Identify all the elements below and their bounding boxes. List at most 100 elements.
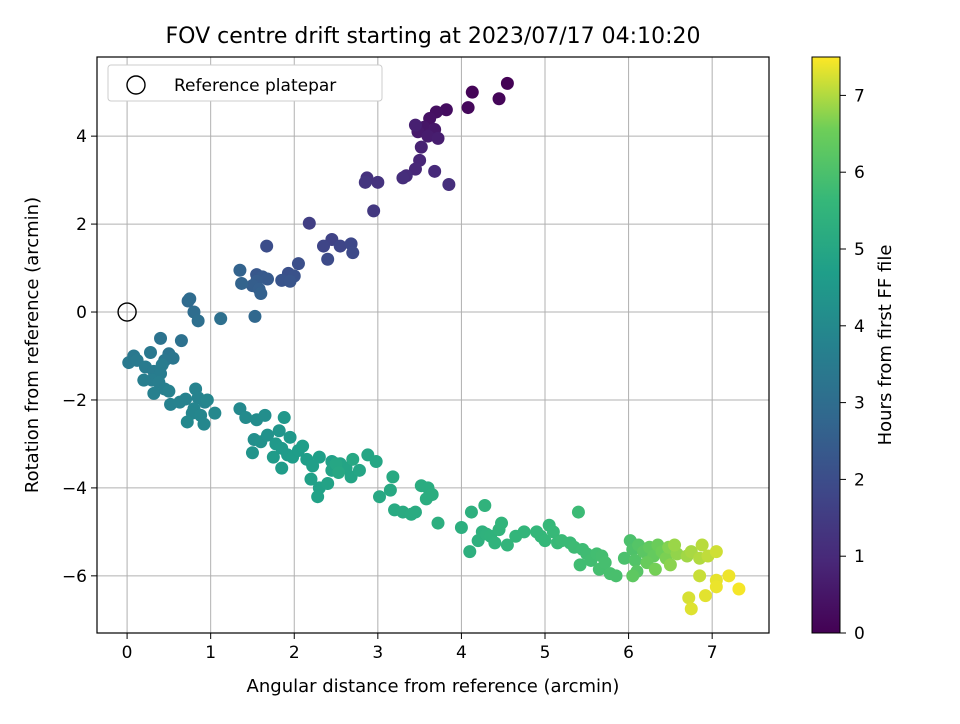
data-point [431, 516, 445, 530]
legend-marker [126, 75, 146, 95]
x-tick-label: 6 [623, 643, 634, 663]
data-point [682, 591, 696, 605]
colorbar-gradient [811, 56, 841, 634]
y-tick-label: 4 [76, 127, 87, 147]
data-point [628, 553, 642, 567]
chart-title: FOV centre drift starting at 2023/07/17 … [166, 24, 701, 49]
data-point [408, 118, 422, 132]
data-point [291, 257, 305, 271]
data-point [663, 558, 677, 572]
data-point [465, 85, 479, 99]
data-point [698, 589, 712, 603]
data-point [200, 393, 214, 407]
data-point [258, 408, 272, 422]
colorbar-tick-label: 6 [854, 163, 865, 183]
data-point [722, 569, 736, 583]
data-point [346, 452, 360, 466]
x-tick-label: 3 [372, 643, 383, 663]
data-point [463, 545, 477, 559]
data-point [648, 562, 662, 576]
data-point [321, 252, 335, 266]
data-point [302, 216, 316, 230]
reference-point-marker [117, 302, 137, 322]
data-point [684, 602, 698, 616]
data-point [248, 309, 262, 323]
data-point [261, 428, 275, 442]
data-point [573, 558, 587, 572]
colorbar-tick-label: 5 [854, 240, 865, 260]
y-axis-label: Rotation from reference (arcmin) [22, 197, 43, 493]
data-point [693, 569, 707, 583]
data-point [306, 459, 320, 473]
data-point [333, 239, 347, 253]
data-point [695, 538, 709, 552]
x-tick-label: 0 [122, 643, 133, 663]
data-point [233, 263, 247, 277]
data-point [283, 274, 297, 288]
data-point [277, 411, 291, 425]
data-point [214, 312, 228, 326]
data-point [239, 411, 253, 425]
data-point [254, 287, 268, 301]
data-point [609, 569, 623, 583]
data-point [191, 314, 205, 328]
data-point [371, 175, 385, 189]
data-point [283, 430, 297, 444]
data-point [369, 455, 383, 469]
data-point [709, 545, 723, 559]
data-point [275, 461, 289, 475]
data-point [732, 582, 746, 596]
data-point [626, 569, 640, 583]
data-point [439, 103, 453, 117]
y-tick-label: 0 [76, 303, 87, 323]
data-point [197, 417, 211, 431]
colorbar-label: Hours from first FF file [875, 245, 896, 446]
points-layer [117, 76, 746, 616]
data-point [266, 450, 280, 464]
data-point [183, 292, 197, 306]
x-tick-label: 7 [707, 643, 718, 663]
legend-box [107, 64, 383, 102]
data-point [500, 538, 514, 552]
data-point [454, 520, 468, 534]
data-point [617, 551, 631, 565]
data-point [546, 525, 560, 539]
x-tick-label: 1 [205, 643, 216, 663]
data-point [373, 490, 387, 504]
colorbar: 0 1 2 3 4 5 6 7 Hours from first FF file [811, 56, 896, 644]
x-tick-label: 5 [540, 643, 551, 663]
legend: Reference platepar [107, 64, 383, 102]
data-point [396, 171, 410, 185]
data-point [143, 345, 157, 359]
data-point [464, 505, 478, 519]
data-point [311, 490, 325, 504]
data-point [538, 534, 552, 548]
data-point [668, 538, 682, 552]
data-point [571, 505, 585, 519]
colorbar-tick-label: 1 [854, 547, 865, 567]
data-point [179, 392, 193, 406]
data-point [174, 334, 188, 348]
y-tick-label: −2 [62, 391, 87, 411]
colorbar-tick-label: 7 [854, 86, 865, 106]
data-point [358, 175, 372, 189]
data-point [517, 525, 531, 539]
data-point [431, 131, 445, 145]
data-point [461, 101, 475, 115]
legend-label: Reference platepar [174, 76, 336, 96]
ticks-layer: 0 1 2 3 4 5 6 7 −6 −4 −2 0 2 4 [62, 127, 718, 663]
x-tick-label: 4 [456, 643, 467, 663]
data-point [383, 483, 397, 497]
data-point [312, 450, 326, 464]
data-point [425, 487, 439, 501]
data-point [261, 272, 275, 286]
x-tick-label: 2 [289, 643, 300, 663]
data-point [495, 516, 509, 530]
data-point [317, 239, 331, 253]
data-point [304, 472, 318, 486]
data-point [235, 276, 249, 290]
data-point [421, 129, 435, 143]
data-point [180, 415, 194, 429]
